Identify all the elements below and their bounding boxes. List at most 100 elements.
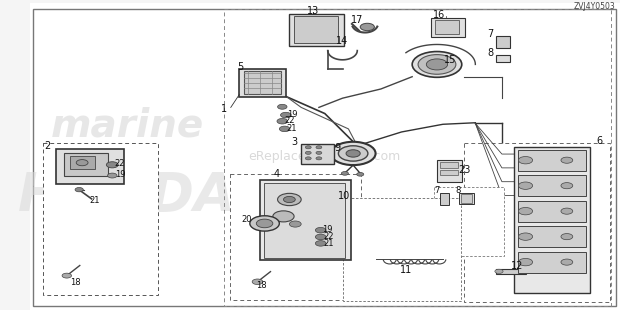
Circle shape xyxy=(356,172,364,176)
Circle shape xyxy=(283,197,295,202)
Text: 2: 2 xyxy=(44,141,50,151)
Bar xyxy=(64,153,108,176)
Text: 21: 21 xyxy=(323,239,334,248)
Bar xyxy=(43,143,157,294)
Bar xyxy=(440,162,458,168)
Circle shape xyxy=(412,51,462,77)
Circle shape xyxy=(346,150,360,157)
Bar xyxy=(435,20,459,34)
Circle shape xyxy=(561,259,573,265)
Text: 17: 17 xyxy=(351,15,363,25)
Bar xyxy=(518,226,587,247)
Bar xyxy=(260,180,352,260)
Text: 22: 22 xyxy=(323,232,334,241)
Text: eReplacementParts.com: eReplacementParts.com xyxy=(249,150,401,163)
Bar xyxy=(342,198,461,301)
Circle shape xyxy=(316,241,326,246)
Circle shape xyxy=(305,146,311,149)
Bar xyxy=(440,193,449,205)
Bar xyxy=(239,69,286,97)
Bar xyxy=(514,147,590,293)
Text: 23: 23 xyxy=(458,165,471,175)
Circle shape xyxy=(316,157,322,160)
Circle shape xyxy=(518,157,533,164)
Bar xyxy=(518,150,587,170)
Circle shape xyxy=(256,219,273,228)
Text: 18: 18 xyxy=(256,281,267,290)
Bar xyxy=(290,14,343,46)
Text: 5: 5 xyxy=(237,62,244,72)
Circle shape xyxy=(107,162,118,168)
Circle shape xyxy=(316,151,322,154)
Circle shape xyxy=(518,182,533,189)
Text: 16: 16 xyxy=(433,10,445,20)
Circle shape xyxy=(316,228,326,233)
Circle shape xyxy=(278,193,301,206)
Circle shape xyxy=(305,151,311,154)
Text: 14: 14 xyxy=(337,36,348,46)
Circle shape xyxy=(561,208,573,214)
Circle shape xyxy=(339,146,368,161)
Circle shape xyxy=(277,118,288,124)
Bar xyxy=(437,160,462,182)
Circle shape xyxy=(278,104,287,109)
Bar xyxy=(496,55,510,62)
Text: marine: marine xyxy=(50,107,203,145)
Bar xyxy=(264,183,345,258)
Circle shape xyxy=(427,59,448,70)
Circle shape xyxy=(280,112,291,118)
Text: 6: 6 xyxy=(596,135,603,146)
Bar xyxy=(496,36,510,48)
Text: 13: 13 xyxy=(307,6,319,16)
Bar xyxy=(464,143,610,302)
Circle shape xyxy=(76,160,88,166)
Text: 19: 19 xyxy=(287,110,298,119)
Text: ZVJ4Y0503: ZVJ4Y0503 xyxy=(574,2,616,11)
Text: HONDA: HONDA xyxy=(18,170,236,222)
Circle shape xyxy=(305,157,311,160)
Circle shape xyxy=(561,233,573,240)
Circle shape xyxy=(360,23,374,31)
Circle shape xyxy=(252,279,263,285)
Bar xyxy=(459,193,474,204)
Text: 3: 3 xyxy=(291,137,297,147)
Bar xyxy=(518,201,587,222)
Circle shape xyxy=(62,273,71,278)
Text: 1: 1 xyxy=(221,104,228,114)
Text: 22: 22 xyxy=(115,159,125,168)
Text: 20: 20 xyxy=(242,215,252,224)
Bar xyxy=(518,175,587,196)
Circle shape xyxy=(280,126,290,132)
Bar xyxy=(244,72,280,94)
Text: 18: 18 xyxy=(70,278,81,287)
Circle shape xyxy=(518,259,533,266)
Circle shape xyxy=(273,211,294,222)
Circle shape xyxy=(561,157,573,163)
Text: 21: 21 xyxy=(286,124,296,133)
Text: 8: 8 xyxy=(455,186,460,195)
Text: 12: 12 xyxy=(511,261,523,272)
Bar xyxy=(440,170,458,175)
Bar xyxy=(434,187,503,256)
Text: 19: 19 xyxy=(322,225,333,234)
Circle shape xyxy=(495,269,503,273)
Text: 7: 7 xyxy=(434,186,440,195)
Circle shape xyxy=(290,221,301,227)
Text: 7: 7 xyxy=(487,29,494,39)
Text: 22: 22 xyxy=(284,116,294,125)
Bar xyxy=(461,194,472,203)
Text: 9: 9 xyxy=(335,143,341,153)
Circle shape xyxy=(250,216,280,231)
Text: 4: 4 xyxy=(273,169,280,179)
Text: 21: 21 xyxy=(89,196,100,205)
Circle shape xyxy=(561,183,573,189)
Bar xyxy=(224,9,611,306)
Circle shape xyxy=(316,234,326,240)
Bar xyxy=(431,18,466,37)
Bar xyxy=(56,149,124,184)
Circle shape xyxy=(518,233,533,240)
Text: 19: 19 xyxy=(115,170,125,179)
Circle shape xyxy=(316,146,322,149)
Circle shape xyxy=(75,188,83,192)
Bar xyxy=(496,268,526,274)
